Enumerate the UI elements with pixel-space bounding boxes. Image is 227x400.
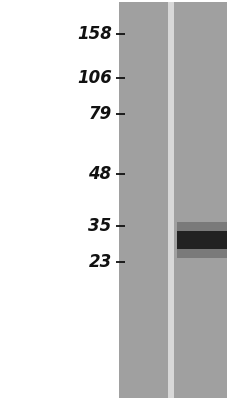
Bar bbox=[167, 2, 174, 398]
Text: 23: 23 bbox=[88, 253, 111, 271]
Text: 35: 35 bbox=[88, 217, 111, 235]
Bar bbox=[176, 231, 226, 249]
Text: 106: 106 bbox=[76, 69, 111, 87]
Bar bbox=[174, 2, 227, 398]
Bar bbox=[118, 2, 167, 398]
Bar bbox=[176, 222, 226, 258]
Text: 158: 158 bbox=[76, 25, 111, 43]
Text: 79: 79 bbox=[88, 105, 111, 123]
Text: 48: 48 bbox=[88, 165, 111, 183]
